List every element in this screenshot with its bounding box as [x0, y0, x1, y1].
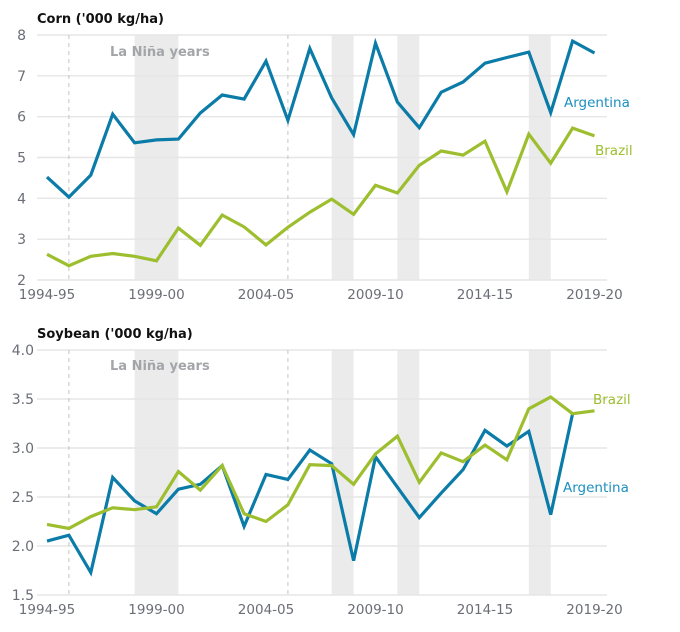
- y-tick-label: 4.0: [12, 343, 34, 359]
- y-tick-label: 2: [17, 273, 26, 289]
- series-line-brazil: [46, 395, 595, 531]
- x-tick-labels: 1994-95 1999-00 2004-05 2009-10 2014-15 2019-…: [19, 602, 623, 618]
- y-tick-label: 3.5: [12, 392, 34, 408]
- la-nina-label: La Niña years: [110, 45, 210, 60]
- y-tick-label: 7: [17, 69, 26, 85]
- la-nina-band: [134, 350, 179, 595]
- series-label-argentina: Argentina: [563, 480, 629, 496]
- y-tick-label: 4: [17, 191, 26, 207]
- y-gridlines: [37, 34, 607, 281]
- la-nina-bands: [134, 350, 551, 595]
- corn-chart: Corn ('000 kg/ha) La Niña years 8765432 …: [17, 12, 633, 303]
- y-tick-label: 1.5: [12, 588, 34, 604]
- y-tick-label: 5: [17, 151, 26, 167]
- y-tick-label: 3: [17, 232, 26, 248]
- y-tick-label: 8: [17, 28, 26, 44]
- x-tick-label: 2009-10: [347, 287, 403, 303]
- x-tick-label: 2009-10: [347, 602, 403, 618]
- x-tick-label: 1994-95: [19, 287, 75, 303]
- la-nina-label: La Niña years: [110, 359, 210, 374]
- series-lines: [46, 395, 595, 577]
- y-tick-label: 3.0: [12, 441, 34, 457]
- soybean-chart: Soybean ('000 kg/ha) La Niña years 4.0 3.…: [12, 327, 631, 618]
- reference-dashed-lines: [68, 35, 289, 280]
- x-tick-label: 1994-95: [19, 602, 75, 618]
- y-tick-label: 2.0: [12, 539, 34, 555]
- y-tick-label: 2.5: [12, 490, 34, 506]
- x-tick-label: 2019-20: [566, 287, 622, 303]
- series-line-argentina: [45, 37, 596, 200]
- x-tick-labels: 1994-95 1999-00 2004-05 2009-10 2014-15 2019-…: [19, 287, 623, 303]
- la-nina-band: [397, 350, 420, 595]
- x-tick-label: 2019-20: [566, 602, 622, 618]
- series-label-brazil: Brazil: [593, 392, 631, 408]
- y-tick-labels: 4.0 3.5 3.0 2.5 2.0 1.5: [12, 343, 34, 604]
- chart-title: Soybean ('000 kg/ha): [37, 327, 193, 342]
- y-gridlines: [37, 349, 607, 596]
- series-line-argentina: [46, 413, 575, 577]
- x-tick-label: 2004-05: [238, 287, 294, 303]
- x-tick-label: 1999-00: [128, 602, 184, 618]
- reference-dashed-lines: [68, 350, 289, 595]
- series-lines: [45, 37, 596, 268]
- y-tick-label: 6: [17, 110, 26, 126]
- x-tick-label: 2004-05: [238, 602, 294, 618]
- series-label-argentina: Argentina: [564, 95, 630, 111]
- chart-title: Corn ('000 kg/ha): [37, 12, 164, 27]
- x-tick-label: 2014-15: [457, 602, 513, 618]
- x-tick-label: 2014-15: [457, 287, 513, 303]
- y-tick-labels: 8 7 6 5 4 3 2: [17, 28, 26, 289]
- series-line-brazil: [46, 126, 596, 268]
- series-label-brazil: Brazil: [595, 143, 633, 159]
- x-tick-label: 1999-00: [128, 287, 184, 303]
